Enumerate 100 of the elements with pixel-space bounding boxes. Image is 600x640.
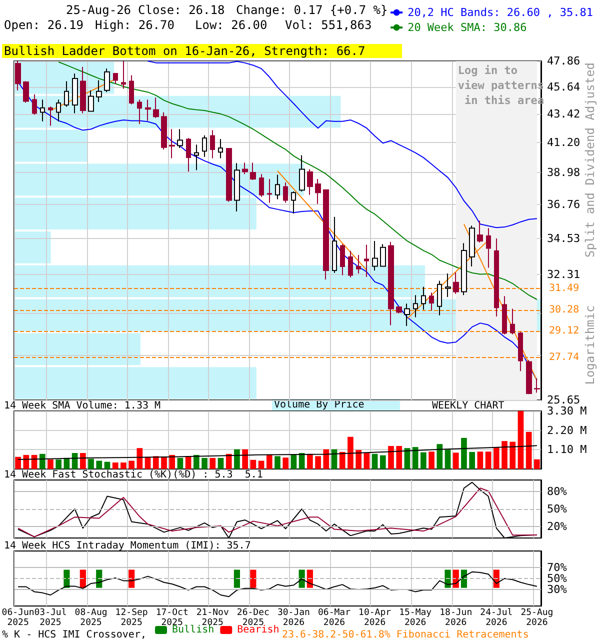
- bar: [48, 460, 54, 469]
- text: Close: 26.18: [138, 3, 225, 17]
- y-tick-label: 3.30 M: [547, 404, 588, 418]
- legend-label: 20,2 HC Bands: 26.60 , 35.81: [408, 6, 594, 19]
- candlestick: [332, 216, 337, 274]
- candlestick: [494, 238, 499, 317]
- y-tick-label: 50%: [547, 572, 568, 585]
- candlestick: [526, 360, 532, 395]
- bar: [510, 442, 516, 469]
- candlestick: [161, 112, 167, 150]
- bar: [104, 462, 110, 469]
- bar: [485, 452, 492, 469]
- ref-line-label: 27.74: [549, 352, 580, 363]
- y-tick-label: 41.20: [547, 136, 580, 149]
- bar: [152, 456, 159, 469]
- candlestick: [380, 244, 386, 268]
- y-tick-label: 30%: [547, 583, 568, 596]
- bar: [14, 333, 140, 366]
- bar: [250, 460, 256, 469]
- candlestick: [113, 72, 118, 84]
- bar: [282, 458, 289, 469]
- candlestick: [226, 148, 232, 202]
- bar: [364, 453, 370, 469]
- candlestick: [348, 250, 353, 278]
- bar: [80, 453, 86, 469]
- y-tick-label: 1.10 M: [547, 443, 588, 456]
- candlestick: [40, 99, 45, 122]
- ref-line-label: 29.12: [549, 326, 580, 337]
- bar: [388, 446, 394, 469]
- bar: [469, 452, 476, 469]
- text: Logarithmic: [583, 305, 597, 385]
- y-tick-label: 2.20 M: [547, 424, 588, 437]
- candlestick: [396, 306, 402, 314]
- bar: [452, 452, 459, 469]
- candlestick: [121, 60, 126, 90]
- bar: [534, 459, 540, 469]
- candlestick: [291, 191, 296, 214]
- bar: [88, 458, 94, 469]
- bar: [56, 460, 62, 469]
- bar: [218, 458, 224, 469]
- candlestick: [96, 80, 102, 103]
- candlestick: [413, 294, 418, 318]
- bar: [461, 438, 467, 469]
- candlestick: [445, 273, 451, 298]
- candlestick: [104, 68, 110, 93]
- chart-title: 14 Week HCS Intraday Momentum (IMI): 35.7: [4, 540, 251, 552]
- bar: [307, 454, 313, 469]
- line-series: [18, 445, 538, 460]
- candlestick: [186, 137, 191, 172]
- bar: [290, 454, 297, 469]
- candlestick: [283, 182, 288, 204]
- candlestick: [453, 272, 459, 294]
- bar: [177, 458, 184, 469]
- bar: [380, 455, 386, 469]
- bar: [136, 448, 143, 469]
- bar: [266, 454, 272, 469]
- candlestick: [153, 97, 159, 118]
- annotation: WEEKLY CHART: [432, 400, 504, 412]
- candlestick: [429, 292, 434, 312]
- candlestick: [48, 106, 53, 126]
- bar: [420, 452, 426, 469]
- chart-title: Bullish Ladder Bottom on 16-Jan-26, Strength: 66.7: [4, 44, 366, 58]
- bar: [315, 456, 321, 469]
- candlestick: [340, 244, 345, 276]
- chart-title: 14 Week SMA Volume: 1.33 M: [4, 400, 161, 412]
- text: % K - HCS IMI Crossover,: [2, 630, 146, 640]
- x-tick-label: 06-Jun 2025: [2, 608, 34, 628]
- x-tick-label: 10-Apr 2026: [358, 608, 392, 628]
- bar: [96, 460, 102, 469]
- bar: [23, 454, 30, 469]
- candlestick: [299, 154, 305, 192]
- bar: [14, 232, 51, 264]
- bar: [323, 449, 330, 469]
- bar: [234, 449, 240, 469]
- bar: [128, 460, 134, 469]
- bar: [161, 456, 167, 469]
- candlestick: [437, 280, 442, 316]
- candlestick: [137, 99, 142, 125]
- x-tick-label: 25-Aug 2026: [520, 608, 554, 628]
- y-tick-label: 36.76: [547, 198, 580, 211]
- ref-line-label: 31.49: [549, 283, 580, 294]
- candlestick: [477, 220, 483, 244]
- candlestick: [210, 130, 215, 159]
- text: Vol: 551,863: [285, 18, 372, 32]
- bar: [210, 458, 216, 469]
- y-tick-label: 45.64: [547, 80, 580, 94]
- candlestick: [259, 174, 264, 198]
- legend-label: 20 Week SMA: 30.86: [408, 21, 527, 34]
- x-tick-label: 03-Jul 2025: [34, 608, 67, 628]
- text: 23.6-38.2-50-61.8% Fibonacci Retracements: [282, 630, 529, 640]
- bar: [444, 450, 451, 469]
- ref-line-label: 30.28: [549, 304, 580, 316]
- bar: [14, 130, 88, 162]
- bar: [169, 454, 176, 469]
- candlestick: [64, 80, 69, 108]
- bar: [258, 460, 264, 469]
- candlestick: [194, 144, 199, 171]
- candlestick: [169, 128, 175, 159]
- text: Change: 0.17 {+0.7 %}: [236, 3, 388, 17]
- bar: [242, 449, 248, 469]
